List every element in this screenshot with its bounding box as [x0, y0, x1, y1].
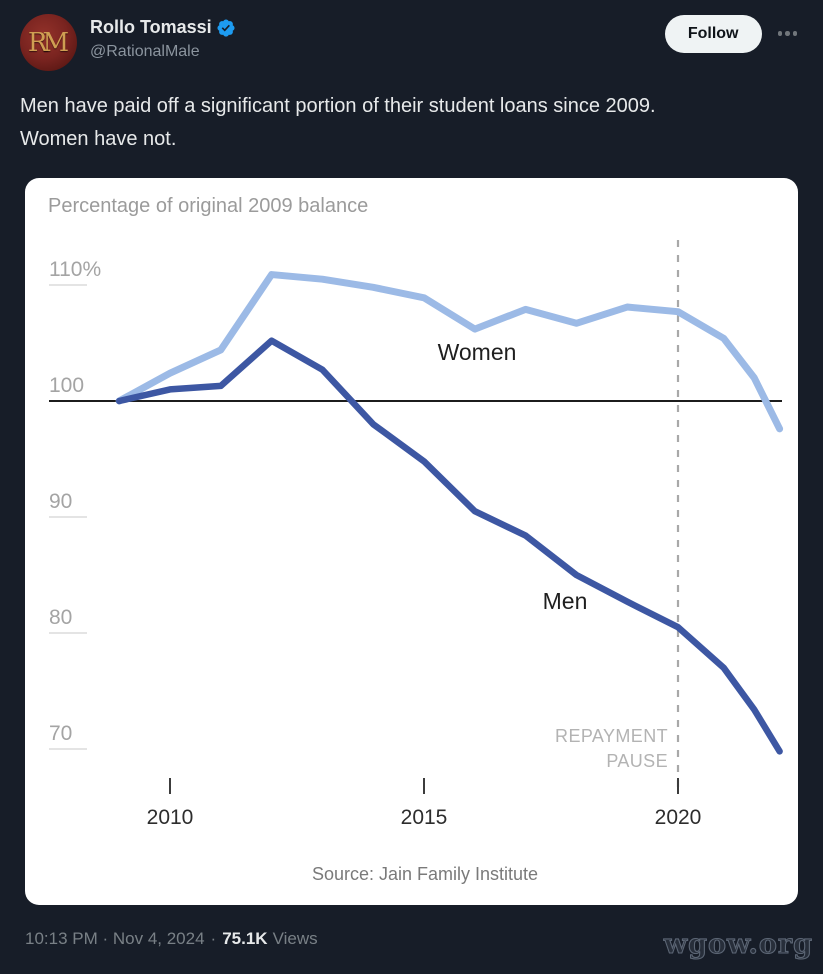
follow-button[interactable]: Follow — [664, 15, 762, 53]
chart-svg: Percentage of original 2009 balance 110% 1… — [48, 195, 784, 884]
series-label-men: Men — [543, 588, 588, 614]
timestamp: 10:13 PM · Nov 4, 2024 — [25, 929, 205, 948]
y-tick-label: 90 — [49, 490, 72, 513]
y-tick-label: 80 — [49, 606, 72, 629]
more-options-icon[interactable] — [776, 29, 800, 38]
name-block: Rollo Tomassi @RationalMale — [90, 14, 236, 61]
verified-badge-icon — [217, 19, 235, 37]
chart-title: Percentage of original 2009 balance — [48, 195, 368, 217]
avatar[interactable]: RM — [20, 14, 77, 71]
more-dot — [777, 31, 782, 36]
post-footer: 10:13 PM · Nov 4, 2024 · 75.1K Views wgo… — [25, 928, 813, 960]
views-count: 75.1K — [222, 929, 268, 948]
repayment-pause-label: PAUSE — [606, 751, 668, 771]
user-handle[interactable]: @RationalMale — [90, 43, 200, 60]
tweet-text: Men have paid off a significant portion … — [20, 95, 656, 150]
series-line-men — [115, 337, 783, 755]
x-tick-label: 2020 — [655, 806, 702, 829]
display-name[interactable]: Rollo Tomassi — [90, 17, 212, 37]
views-label: Views — [272, 929, 318, 948]
more-dot — [792, 31, 797, 36]
display-name-row: Rollo Tomassi — [90, 17, 236, 38]
chart-source: Source: Jain Family Institute — [312, 864, 538, 884]
y-tick-label: 110% — [49, 258, 101, 281]
x-tick-label: 2010 — [147, 806, 194, 829]
y-tick-label: 70 — [49, 722, 72, 745]
more-dot — [785, 31, 790, 36]
repayment-pause-label: REPAYMENT — [555, 726, 668, 746]
watermark: wgow.org — [663, 928, 813, 960]
series-label-women: Women — [438, 339, 517, 365]
avatar-monogram: RM — [27, 27, 69, 58]
series-line-women — [115, 271, 784, 433]
y-tick-label: 100 — [49, 374, 84, 397]
chart-media-card[interactable]: Percentage of original 2009 balance 110% 1… — [25, 178, 798, 905]
x-tick-label: 2015 — [401, 806, 448, 829]
post-header: RM Rollo Tomassi @RationalMale Follow — [20, 14, 799, 74]
footer-separator: · — [210, 929, 217, 948]
